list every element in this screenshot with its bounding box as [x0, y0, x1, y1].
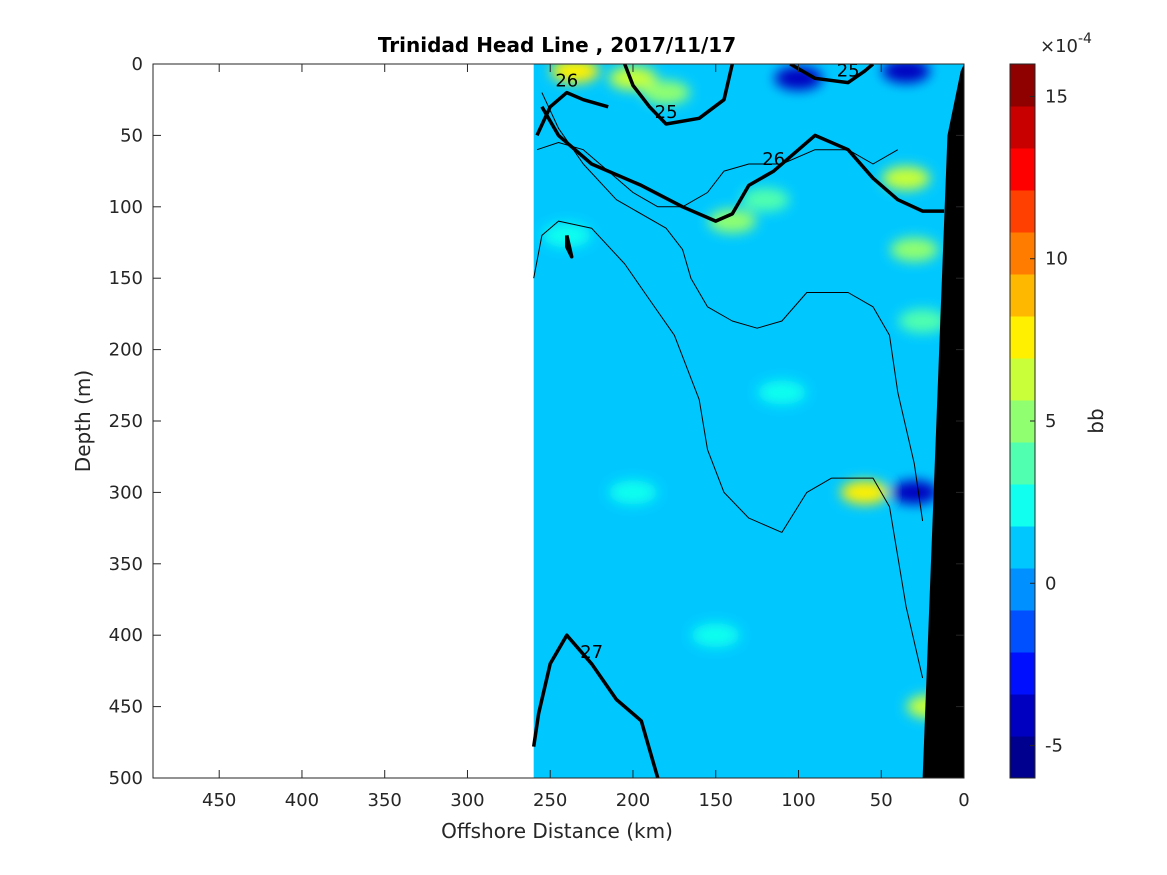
contour-label: 26 [555, 71, 578, 92]
colorbar-segment [1010, 736, 1035, 779]
colorbar-segment [1010, 190, 1035, 233]
colorbar-segment [1010, 610, 1035, 653]
y-tick-label: 250 [109, 411, 143, 432]
anomaly-patch [840, 480, 889, 505]
colorbar-tick-label: -5 [1045, 736, 1063, 757]
colorbar-segment [1010, 694, 1035, 737]
x-tick-label: 100 [781, 790, 815, 811]
y-tick-label: 450 [109, 697, 143, 718]
y-tick-label: 50 [120, 125, 143, 146]
bathymetry [922, 64, 964, 778]
y-tick-label: 300 [109, 482, 143, 503]
anomaly-patch [551, 64, 600, 84]
x-tick-label: 350 [368, 790, 402, 811]
x-tick-label: 200 [616, 790, 650, 811]
colorbar-segment [1010, 526, 1035, 569]
anomaly-patch [708, 209, 757, 234]
anomaly-patch [608, 66, 657, 91]
anomaly-patch [608, 480, 657, 505]
contour-line [536, 142, 899, 208]
contour-line [540, 105, 945, 223]
contour-line [531, 633, 660, 778]
anomaly-patch [542, 223, 591, 248]
plot-area: 26 25 25 26 27 [531, 61, 964, 778]
x-axis-ticks: 450 400 350 300 250 200 150 100 50 0 [202, 64, 970, 811]
x-tick-label: 450 [202, 790, 236, 811]
anomaly-patch [882, 64, 931, 84]
colorbar-segment [1010, 274, 1035, 317]
colorbar-segment [1010, 148, 1035, 191]
x-tick-label: 50 [870, 790, 893, 811]
colorbar-segment [1010, 484, 1035, 527]
x-tick-label: 150 [699, 790, 733, 811]
contour-label: 25 [655, 102, 678, 123]
colorbar-segment [1010, 316, 1035, 359]
contour-line [565, 235, 574, 259]
colorbar-segment [1010, 106, 1035, 149]
anomaly-patch [757, 380, 806, 405]
y-tick-label: 500 [109, 768, 143, 789]
contour-line [541, 92, 924, 522]
colorbar-tick-label: 5 [1045, 411, 1056, 432]
colorbar-label: bb [1084, 408, 1108, 433]
colorbar-segment [1010, 652, 1035, 695]
x-tick-label: 300 [450, 790, 484, 811]
anomaly-patch [882, 166, 931, 191]
y-axis-label: Depth (m) [71, 370, 95, 472]
x-tick-label: 250 [533, 790, 567, 811]
colorbar-tick-label: 0 [1045, 573, 1056, 594]
x-tick-label: 0 [958, 790, 969, 811]
anomaly-patch [774, 66, 823, 91]
colorbar-segment [1010, 358, 1035, 401]
colorbar-segment [1010, 568, 1035, 611]
colorbar-segment [1010, 232, 1035, 275]
y-tick-label: 400 [109, 625, 143, 646]
anomaly-patch [898, 309, 947, 334]
anomaly-patch [642, 80, 691, 105]
x-axis-label: Offshore Distance (km) [441, 819, 673, 843]
y-tick-label: 150 [109, 268, 143, 289]
anomaly-patch [890, 480, 939, 505]
anomaly-patch [890, 237, 939, 262]
colorbar-tick-label: 10 [1045, 249, 1068, 270]
y-tick-label: 100 [109, 197, 143, 218]
colorbar-tick-label: 15 [1045, 86, 1068, 107]
y-tick-label: 200 [109, 340, 143, 361]
chart-title: Trinidad Head Line , 2017/11/17 [378, 33, 736, 57]
contour-line [623, 64, 735, 126]
colorbar-segment [1010, 64, 1035, 107]
contour-line [789, 64, 875, 85]
colorbar: -5 0 5 10 15 [1009, 63, 1068, 779]
anomaly-patch [691, 623, 740, 648]
contour-label: 26 [762, 149, 785, 170]
contour-label: 27 [580, 642, 603, 663]
contour-line [533, 220, 924, 679]
y-tick-label: 0 [132, 54, 143, 75]
y-axis-ticks: 0 50 100 150 200 250 300 350 400 450 500 [109, 54, 964, 789]
anomaly-patch [741, 187, 790, 212]
colorbar-multiplier: ×10-4 [1040, 31, 1092, 57]
colorbar-segment [1010, 442, 1035, 485]
x-tick-label: 400 [285, 790, 319, 811]
contour-label: 25 [837, 61, 860, 82]
y-tick-label: 350 [109, 554, 143, 575]
